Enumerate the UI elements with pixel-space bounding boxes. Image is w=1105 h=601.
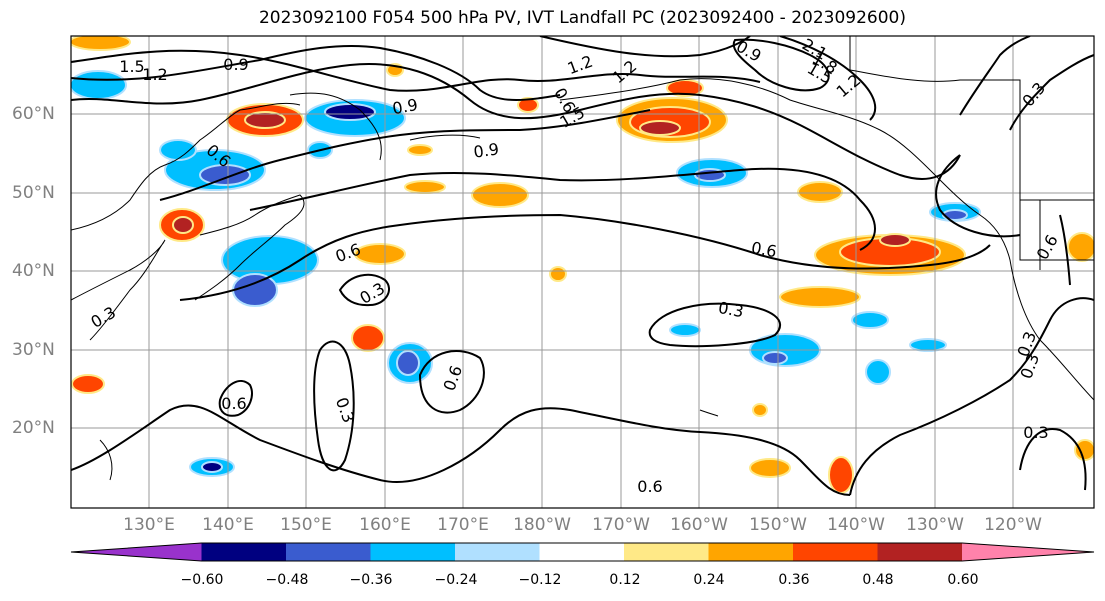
lon-label-170w: 170°W — [592, 515, 650, 535]
colorbar-swatch — [71, 543, 202, 561]
colorbar-label: 0.48 — [862, 572, 894, 588]
contour-label: 0.9 — [472, 139, 500, 161]
colorbar-swatch — [708, 543, 794, 561]
colorbar-label: −0.48 — [265, 572, 309, 588]
colorbar-outline — [70, 542, 1095, 562]
lon-label-130e: 130°E — [123, 515, 175, 535]
lon-label-160w: 160°W — [670, 515, 728, 535]
lon-label-140w: 140°W — [827, 515, 885, 535]
lat-label-50n: 50°N — [12, 183, 55, 203]
map-background — [71, 36, 1094, 508]
colorbar-label: −0.24 — [434, 572, 478, 588]
contour-label: 0.9 — [223, 55, 248, 74]
contour-label: 1.2 — [142, 65, 167, 84]
colorbar — [70, 542, 1095, 562]
colorbar-swatch — [624, 543, 709, 561]
pv-contours — [71, 36, 1094, 496]
lat-label-30n: 30°N — [12, 340, 55, 360]
coastlines — [71, 36, 1094, 481]
colorbar-swatch — [539, 543, 625, 561]
colorbar-swatch — [370, 543, 456, 561]
colorbar-label: −0.60 — [180, 572, 224, 588]
lat-label-20n: 20°N — [12, 418, 55, 438]
colorbar-swatch — [877, 543, 963, 561]
lon-label-180w: 180°W — [513, 515, 571, 535]
colorbar-label: 0.12 — [609, 572, 641, 588]
map-frame — [70, 35, 1095, 509]
colorbar-swatch — [201, 543, 287, 561]
colorbar-label: 0.60 — [947, 572, 979, 588]
colorbar-swatch — [793, 543, 878, 561]
colorbar-swatch — [286, 543, 371, 561]
graticule — [71, 36, 1094, 508]
lon-label-130w: 130°W — [906, 515, 964, 535]
lat-label-40n: 40°N — [12, 261, 55, 281]
lon-label-120w: 120°W — [984, 515, 1042, 535]
contour-label: 1.5 — [119, 57, 144, 76]
colorbar-swatch — [962, 543, 1094, 561]
lon-label-160e: 160°E — [359, 515, 411, 535]
contour-label: 0.3 — [1023, 423, 1048, 442]
contour-label: 0.6 — [637, 477, 662, 496]
lon-label-150e: 150°E — [280, 515, 332, 535]
colorbar-swatch — [455, 543, 540, 561]
map-title: 2023092100 F054 500 hPa PV, IVT Landfall… — [258, 8, 906, 28]
contour-label: 0.3 — [717, 298, 745, 321]
colorbar-label: 0.24 — [693, 572, 725, 588]
lon-label-150w: 150°W — [749, 515, 807, 535]
colorbar-label: 0.36 — [778, 572, 810, 588]
colorbar-label: −0.36 — [349, 572, 393, 588]
contour-label: 0.6 — [221, 394, 246, 413]
contour-label: 0.6 — [750, 238, 778, 261]
contour-label: 0.9 — [391, 95, 419, 118]
lat-label-60n: 60°N — [12, 104, 55, 124]
colorbar-label: −0.12 — [518, 572, 562, 588]
lon-label-140e: 140°E — [202, 515, 254, 535]
lon-label-170e: 170°E — [437, 515, 489, 535]
